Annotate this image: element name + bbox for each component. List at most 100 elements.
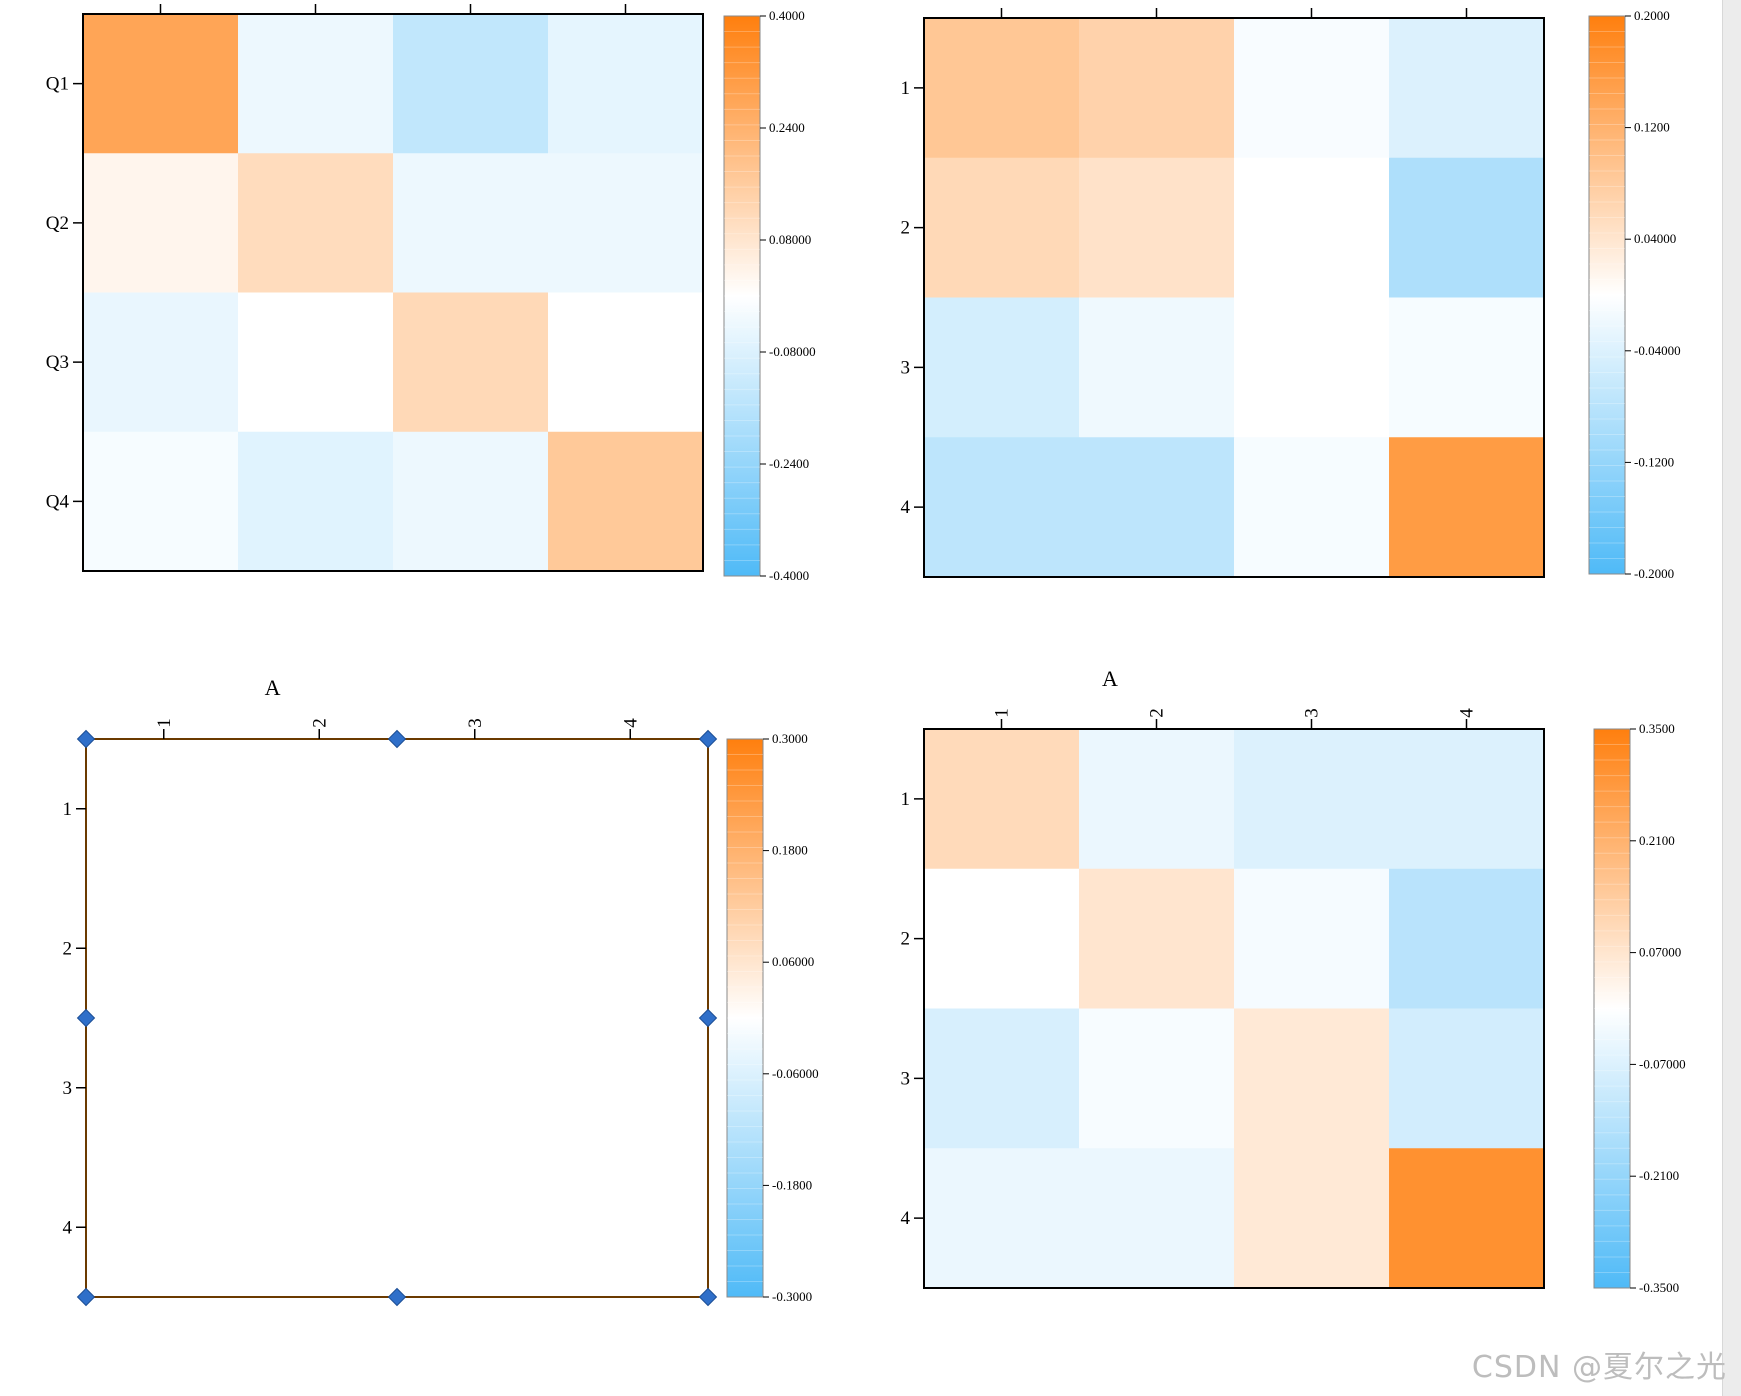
heatmap-cell[interactable] — [552, 739, 709, 880]
resize-handle[interactable] — [698, 1008, 718, 1028]
heatmap-cell[interactable] — [1079, 868, 1235, 1010]
plot-frame[interactable] — [923, 17, 1545, 578]
resize-handle[interactable] — [387, 1287, 407, 1307]
heatmap-cell[interactable] — [924, 18, 1080, 159]
heatmap-cell[interactable] — [86, 1018, 243, 1159]
heatmap-cell[interactable] — [1079, 1008, 1235, 1149]
axis-title: A — [265, 675, 281, 700]
heatmap-cell[interactable] — [86, 1157, 243, 1298]
heatmap-cell[interactable] — [238, 431, 394, 572]
heatmap-cell[interactable] — [241, 878, 398, 1019]
heatmap-cell[interactable] — [1389, 437, 1545, 578]
heatmap-cell[interactable] — [1079, 437, 1235, 578]
colorbar-gradient — [726, 738, 764, 1298]
heatmap-cell[interactable] — [83, 292, 239, 433]
heatmap-cell[interactable] — [86, 739, 243, 880]
heatmap-cell[interactable] — [397, 878, 554, 1019]
heatmap-cell[interactable] — [924, 157, 1080, 299]
heatmap-cell[interactable] — [924, 297, 1080, 438]
heatmap-cell[interactable] — [1234, 18, 1390, 159]
plot-frame[interactable] — [923, 728, 1545, 1289]
resize-handle[interactable] — [387, 729, 407, 749]
heatmap-cell[interactable] — [397, 739, 554, 880]
colorbar-tick-label: -0.3000 — [772, 1289, 812, 1304]
heatmap-cell[interactable] — [241, 1157, 398, 1298]
column-tick-label: 2 — [309, 718, 330, 728]
plot-frame[interactable] — [82, 13, 704, 572]
heatmap-cell[interactable] — [393, 431, 549, 572]
heatmap-cell[interactable] — [1079, 729, 1235, 870]
heatmap-cell[interactable] — [241, 1018, 398, 1159]
heatmap-cell[interactable] — [393, 153, 549, 294]
heatmap-panel-3[interactable]: 1 2 3 4 1 2 3 4 A 0.3000 0.1800 0.06000 -0.06000 -0.1… — [63, 675, 819, 1307]
heatmap-cell[interactable] — [1079, 157, 1235, 299]
charts-root: Q1 Q2 Q3 Q4 0.4000 0.2400 0.08000 -0.08000 -0.24… — [46, 4, 1686, 1307]
heatmap-cell[interactable] — [83, 153, 239, 294]
colorbar[interactable]: 0.3500 0.2100 0.07000 -0.07000 -0.2100 -0.350… — [1593, 721, 1686, 1295]
heatmap-cell[interactable] — [924, 868, 1080, 1010]
heatmap-cell[interactable] — [238, 153, 394, 294]
heatmap-cell[interactable] — [552, 1018, 709, 1159]
colorbar-tick-label: 0.1800 — [772, 843, 808, 858]
heatmap-cell[interactable] — [1234, 157, 1390, 299]
heatmap-cell[interactable] — [238, 14, 394, 154]
colorbar[interactable]: 0.3000 0.1800 0.06000 -0.06000 -0.1800 -0.300… — [726, 731, 819, 1304]
row-tick-label: Q1 — [46, 74, 69, 95]
heatmap-cell[interactable] — [1234, 1148, 1390, 1289]
heatmap-cell[interactable] — [397, 1018, 554, 1159]
heatmap-cell[interactable] — [548, 431, 704, 572]
heatmap-cell[interactable] — [924, 437, 1080, 578]
heatmap-cell[interactable] — [1234, 729, 1390, 870]
heatmap-cell[interactable] — [548, 14, 704, 154]
heatmap-cell[interactable] — [1389, 1148, 1545, 1289]
page-scrollbar[interactable] — [1722, 0, 1741, 1396]
column-tick-label: 1 — [992, 708, 1013, 718]
heatmap-cell[interactable] — [393, 14, 549, 154]
heatmap-cell[interactable] — [83, 14, 239, 154]
heatmap-cell[interactable] — [1234, 297, 1390, 438]
heatmap-cell[interactable] — [1389, 297, 1545, 438]
heatmap-panel-1[interactable]: Q1 Q2 Q3 Q4 0.4000 0.2400 0.08000 -0.08000 -0.24… — [46, 4, 816, 583]
heatmap-cell[interactable] — [924, 729, 1080, 870]
colorbar[interactable]: 0.4000 0.2400 0.08000 -0.08000 -0.2400 -0.400… — [723, 8, 816, 583]
heatmap-cell[interactable] — [1389, 157, 1545, 299]
heatmap-cell[interactable] — [86, 878, 243, 1019]
heatmap-cell[interactable] — [241, 739, 398, 880]
heatmap-cell[interactable] — [1234, 868, 1390, 1010]
column-tick-label: 3 — [1302, 708, 1323, 718]
colorbar-tick-label: 0.2000 — [1634, 8, 1670, 23]
heatmap-cell[interactable] — [924, 1008, 1080, 1149]
resize-handle[interactable] — [76, 729, 96, 749]
colorbar-tick-label: -0.2000 — [1634, 566, 1674, 581]
colorbar[interactable]: 0.2000 0.1200 0.04000 -0.04000 -0.1200 -0.200… — [1588, 8, 1681, 581]
heatmap-cell[interactable] — [238, 292, 394, 433]
resize-handle[interactable] — [698, 1287, 718, 1307]
resize-handle[interactable] — [698, 729, 718, 749]
heatmap-cell[interactable] — [83, 431, 239, 572]
heatmap-cell[interactable] — [552, 878, 709, 1019]
heatmap-cell[interactable] — [1389, 729, 1545, 870]
heatmap-cell[interactable] — [1234, 1008, 1390, 1149]
heatmap-cell[interactable] — [1389, 868, 1545, 1010]
heatmap-cell[interactable] — [1389, 18, 1545, 159]
heatmap-cell[interactable] — [1079, 297, 1235, 438]
heatmap-cell[interactable] — [1079, 1148, 1235, 1289]
heatmap-cell[interactable] — [393, 292, 549, 433]
row-tick-label: 4 — [901, 1208, 911, 1229]
heatmap-panel-2[interactable]: 1 2 3 4 0.2000 0.1200 0.04000 -0.04000 -0.1200 -0… — [901, 8, 1681, 581]
colorbar-tick-label: -0.07000 — [1639, 1056, 1686, 1071]
resize-handle[interactable] — [76, 1287, 96, 1307]
heatmap-cell[interactable] — [552, 1157, 709, 1298]
heatmap-cell[interactable] — [548, 153, 704, 294]
heatmap-cell[interactable] — [1234, 437, 1390, 578]
heatmap-panel-4[interactable]: 1 2 3 4 1 2 3 4 A 0.3500 0.2100 0.07000 -0.07000 -0.2… — [901, 666, 1686, 1295]
heatmap-cell[interactable] — [924, 1148, 1080, 1289]
heatmap-cell[interactable] — [1079, 18, 1235, 159]
heatmap-cell[interactable] — [548, 292, 704, 433]
colorbar-tick-label: 0.2100 — [1639, 833, 1675, 848]
heatmap-cell[interactable] — [1389, 1008, 1545, 1149]
resize-handle[interactable] — [76, 1008, 96, 1028]
heatmap-cell[interactable] — [397, 1157, 554, 1298]
colorbar-tick-label: -0.4000 — [769, 568, 809, 583]
